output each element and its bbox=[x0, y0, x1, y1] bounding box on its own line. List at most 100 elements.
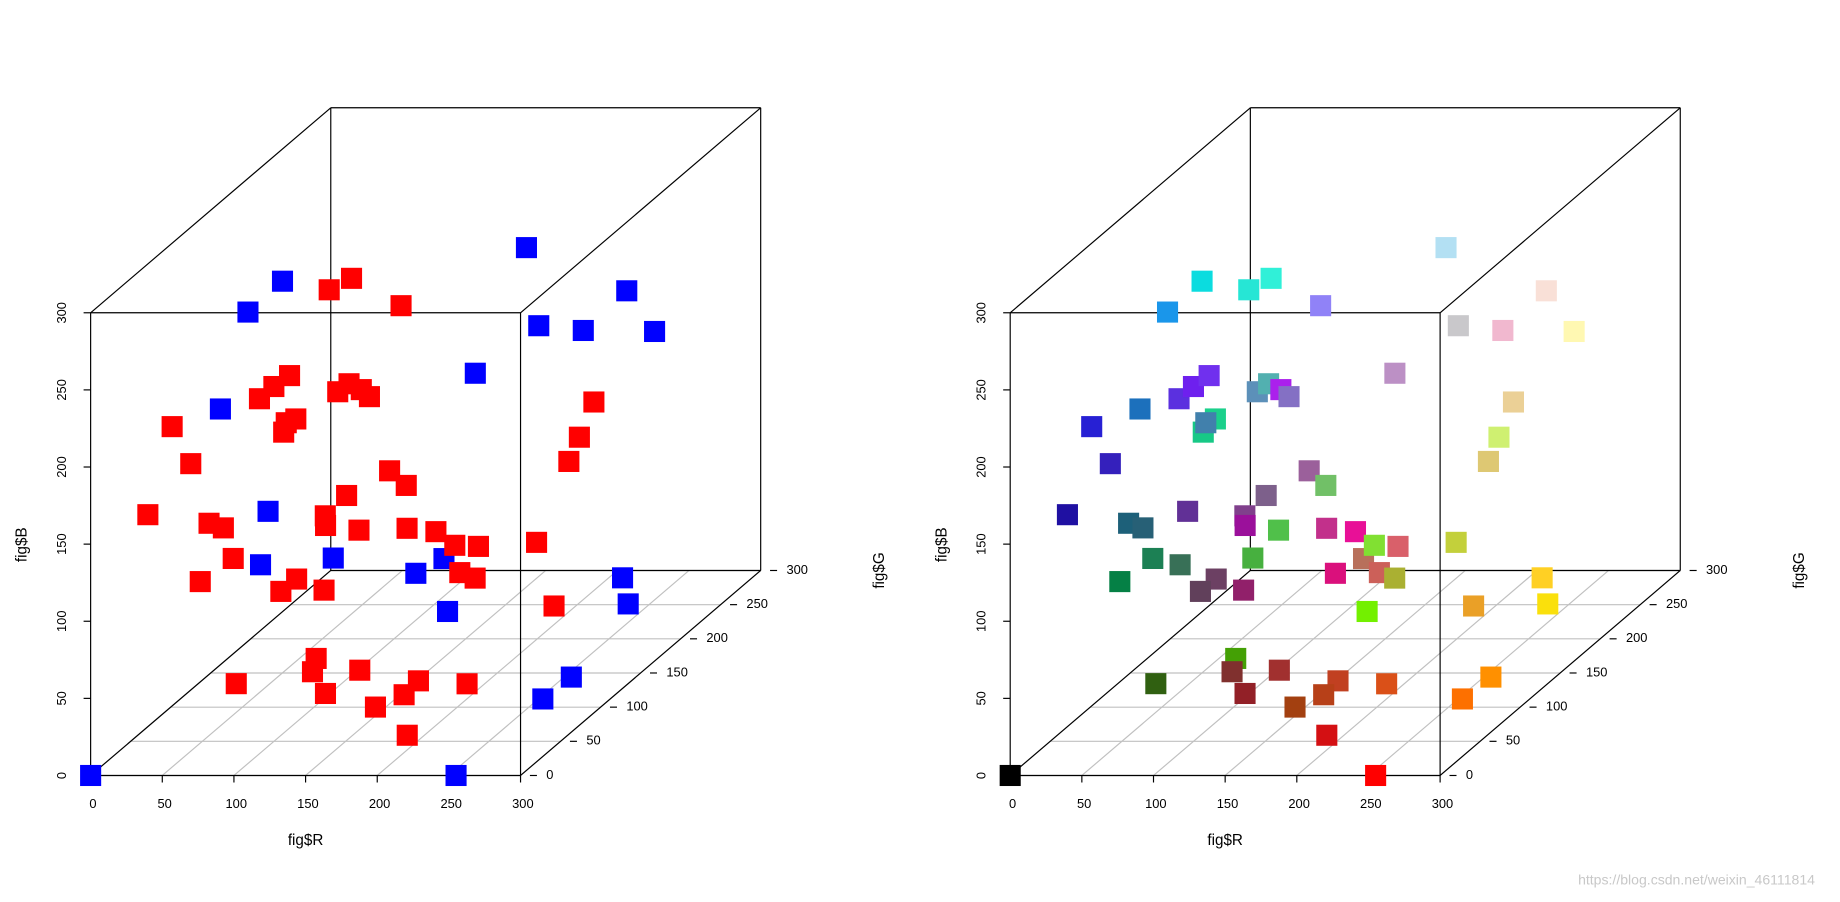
point bbox=[270, 580, 292, 602]
point bbox=[405, 562, 427, 584]
point bbox=[1387, 535, 1409, 557]
point bbox=[1492, 319, 1514, 342]
point bbox=[315, 514, 337, 537]
point bbox=[1129, 398, 1151, 420]
z-tick-label: 0 bbox=[54, 772, 69, 779]
point bbox=[180, 453, 202, 475]
point bbox=[314, 682, 337, 705]
box-edge bbox=[1439, 107, 1681, 314]
point bbox=[301, 661, 324, 683]
z-axis-label: fig$B bbox=[933, 527, 950, 562]
y-tick-label: 200 bbox=[1626, 630, 1647, 645]
point bbox=[1435, 237, 1457, 259]
point bbox=[1384, 567, 1406, 589]
y-tick-label: 100 bbox=[626, 699, 647, 714]
point bbox=[1363, 534, 1385, 556]
point bbox=[437, 600, 459, 623]
box-edge bbox=[1009, 107, 1251, 314]
point bbox=[1480, 666, 1502, 688]
point bbox=[515, 237, 537, 259]
point bbox=[1310, 295, 1332, 317]
x-tick-label: 250 bbox=[440, 796, 461, 811]
point bbox=[1238, 279, 1260, 301]
point bbox=[336, 484, 358, 507]
box-edge bbox=[520, 570, 762, 776]
y-tick-label: 300 bbox=[786, 562, 807, 577]
point bbox=[1356, 600, 1378, 623]
point bbox=[1234, 514, 1256, 537]
point bbox=[617, 593, 639, 615]
point bbox=[257, 500, 279, 522]
z-tick-label: 250 bbox=[54, 379, 69, 400]
point bbox=[279, 365, 301, 387]
z-tick-label: 300 bbox=[54, 302, 69, 323]
point bbox=[1563, 320, 1585, 343]
point bbox=[1156, 301, 1179, 323]
y-tick-label: 250 bbox=[746, 596, 767, 611]
point bbox=[1109, 571, 1131, 593]
point bbox=[390, 295, 412, 317]
point bbox=[340, 267, 363, 289]
point bbox=[222, 547, 244, 570]
point bbox=[558, 450, 580, 472]
point bbox=[396, 517, 418, 539]
point bbox=[1316, 724, 1338, 746]
point bbox=[349, 659, 371, 681]
x-tick-label: 300 bbox=[512, 796, 533, 811]
chart-panel: 0 50 100 150 200 250 300 0 50 100 150 200 250 300 0 50 1… bbox=[14, 107, 888, 849]
point bbox=[1191, 270, 1213, 292]
point bbox=[249, 554, 272, 576]
point bbox=[358, 386, 380, 408]
point bbox=[1298, 460, 1320, 482]
y-tick-label: 50 bbox=[1506, 733, 1520, 748]
point bbox=[1447, 315, 1469, 337]
x-tick-label: 100 bbox=[226, 796, 247, 811]
point bbox=[444, 534, 466, 556]
box-edge bbox=[90, 107, 332, 314]
point bbox=[1189, 580, 1211, 602]
z-tick-label: 100 bbox=[54, 611, 69, 632]
point bbox=[1169, 554, 1191, 576]
point bbox=[1463, 595, 1485, 617]
chart-panel: 0 50 100 150 200 250 300 0 50 100 150 200 250 300 0 50 1… bbox=[933, 107, 1808, 849]
point bbox=[616, 280, 638, 302]
x-axis-label: fig$R bbox=[288, 832, 324, 849]
point bbox=[1221, 661, 1243, 683]
y-axis-label: fig$G bbox=[1791, 552, 1808, 588]
point bbox=[464, 362, 486, 384]
point bbox=[313, 579, 335, 601]
x-tick-label: 200 bbox=[1288, 796, 1309, 811]
point bbox=[1477, 450, 1499, 472]
point bbox=[237, 301, 259, 323]
point bbox=[1234, 682, 1256, 705]
point bbox=[225, 673, 247, 695]
point bbox=[560, 666, 582, 688]
point bbox=[1344, 521, 1367, 543]
point bbox=[1324, 562, 1346, 584]
point bbox=[1233, 579, 1255, 601]
watermark: https://blog.csdn.net/weixin_46111814 bbox=[1578, 872, 1815, 888]
point bbox=[161, 416, 183, 438]
box-edge bbox=[1439, 570, 1681, 776]
x-tick-label: 50 bbox=[157, 796, 171, 811]
z-tick-label: 100 bbox=[973, 611, 988, 632]
point bbox=[1531, 567, 1553, 589]
box-edge bbox=[90, 570, 332, 776]
point bbox=[1195, 412, 1217, 434]
point bbox=[1145, 673, 1167, 695]
point bbox=[396, 724, 418, 746]
y-tick-label: 0 bbox=[1466, 767, 1473, 782]
point bbox=[395, 474, 417, 496]
point bbox=[275, 412, 297, 434]
z-tick-label: 300 bbox=[973, 302, 988, 323]
point bbox=[80, 764, 102, 787]
x-tick-label: 50 bbox=[1077, 796, 1091, 811]
point bbox=[644, 320, 666, 343]
x-tick-label: 150 bbox=[297, 796, 318, 811]
x-tick-label: 100 bbox=[1145, 796, 1166, 811]
point bbox=[467, 535, 489, 557]
box-edge bbox=[520, 107, 762, 314]
z-tick-label: 150 bbox=[973, 533, 988, 554]
x-tick-label: 0 bbox=[1009, 796, 1016, 811]
